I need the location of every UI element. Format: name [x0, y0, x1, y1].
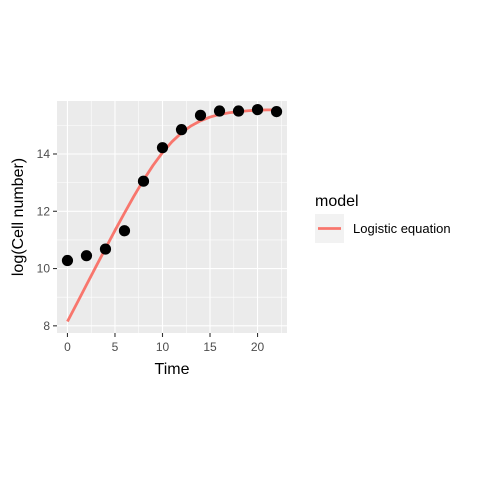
- x-axis-title: Time: [155, 361, 190, 378]
- data-point: [213, 105, 226, 117]
- data-point: [270, 105, 283, 118]
- data-point: [194, 109, 207, 121]
- data-point: [99, 243, 112, 255]
- legend-label: Logistic equation: [353, 221, 451, 236]
- data-point: [61, 254, 74, 267]
- y-tick-label: 12: [37, 204, 51, 218]
- y-tick-label: 10: [37, 262, 51, 276]
- legend-items: Logistic equation: [315, 214, 451, 243]
- y-tick-label: 14: [37, 147, 51, 161]
- data-point: [80, 250, 93, 262]
- major-grid: [57, 101, 287, 333]
- x-tick-label: 0: [64, 340, 71, 354]
- data-point: [118, 225, 131, 237]
- legend-title: model: [315, 193, 359, 210]
- data-point: [175, 124, 188, 136]
- plot-panel: [57, 101, 287, 333]
- x-tick-label: 15: [203, 340, 217, 354]
- x-tick-label: 10: [156, 340, 170, 354]
- x-axis: 0 5 10 15 20: [64, 333, 265, 354]
- legend: model Logistic equation: [315, 193, 451, 243]
- minor-grid: [57, 101, 287, 333]
- data-point: [137, 175, 150, 187]
- data-point: [251, 103, 264, 116]
- data-point: [232, 105, 245, 117]
- x-tick-label: 5: [112, 340, 119, 354]
- y-axis-title: log(Cell number): [10, 158, 27, 276]
- x-tick-label: 20: [251, 340, 265, 354]
- y-axis: 8 10 12 14: [37, 147, 57, 333]
- y-tick-label: 8: [43, 319, 50, 333]
- data-point: [156, 142, 169, 154]
- points-layer: [61, 103, 283, 267]
